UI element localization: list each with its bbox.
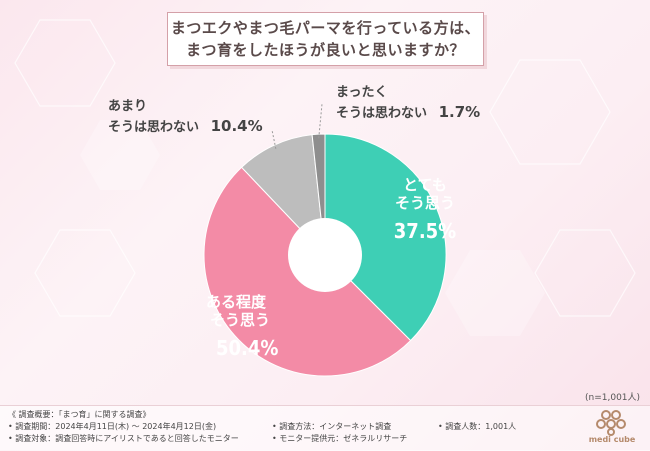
slice-label-line: とても <box>403 176 447 194</box>
slice-value-label: 10.4% <box>210 117 263 135</box>
survey-period: • 調査期間：2024年4月11日(木) 〜 2024年4月12日(金) <box>8 422 217 431</box>
title-line-1: まつエクやまつ毛パーマを行っている方は、 <box>170 19 481 37</box>
sample-size: (n=1,001人) <box>585 393 641 403</box>
slice-totemo <box>324 133 447 342</box>
slice-label-line: そう思う <box>394 194 455 212</box>
slice-label-line: ある程度 <box>206 293 267 311</box>
slice-label-line: まったく <box>336 85 388 100</box>
survey-count: • 調査人数：1,001人 <box>438 422 517 431</box>
leader-line <box>318 103 323 139</box>
slice-value-label: 1.7% <box>438 103 481 121</box>
slice-value-label: 37.5% <box>393 219 457 243</box>
logo-icon <box>596 410 626 436</box>
survey-footer: 《 調査概要：「まつ育」に関する調査》 • 調査期間：2024年4月11日(木)… <box>0 405 650 451</box>
slice-label-line: そう思う <box>210 311 271 329</box>
slice-value-label: 50.4% <box>216 336 279 360</box>
logo-text: medi cube <box>588 435 636 444</box>
survey-provider: • モニター提供元：ゼネラルリサーチ <box>272 434 408 443</box>
slice-label-aruteido: ある程度 そう思う 50.4% <box>206 293 306 361</box>
slice-label-amari: あまり そうは思わない 10.4% <box>108 98 263 139</box>
title-box: まつエクやまつ毛パーマを行っている方は、 まつ育をしたほうが良いと思いますか？ <box>167 12 484 66</box>
slice-label-line: そうは思わない <box>108 120 200 135</box>
slice-label-mattaku: まったく そうは思わない 1.7% <box>336 84 480 125</box>
leader-line <box>271 129 277 149</box>
survey-overview: 《 調査概要：「まつ育」に関する調査》 <box>8 410 151 419</box>
survey-target: • 調査対象：調査回答時にアイリストであると回答したモニター <box>8 434 239 443</box>
donut-hole <box>288 218 362 292</box>
slice-label-line: あまり <box>108 99 148 114</box>
title-line-2: まつ育をしたほうが良いと思いますか？ <box>185 41 465 59</box>
survey-method: • 調査方法：インターネット調査 <box>272 422 392 431</box>
medi-cube-logo: medi cube <box>586 408 638 448</box>
slice-label-line: そうは思わない <box>336 106 428 121</box>
slice-label-totemo: とても そう思う 37.5% <box>380 176 470 244</box>
